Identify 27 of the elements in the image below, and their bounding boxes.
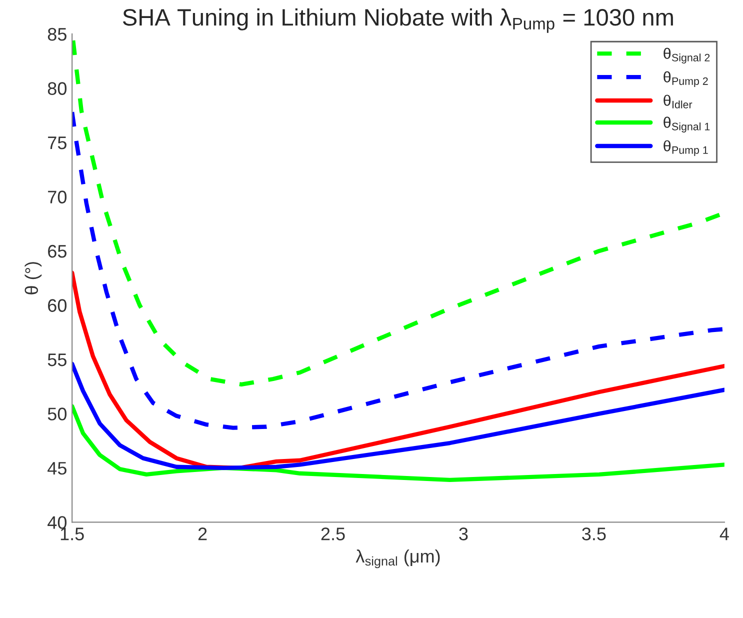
y-tick-label: 65 — [48, 244, 66, 258]
legend-label: θ$_{Pump 2}$ — [664, 71, 708, 88]
legend-label: θ$_{Signal 2}$ — [664, 48, 710, 64]
x-tick-label: 1.5 — [60, 528, 84, 540]
y-tick-label: 70 — [48, 190, 67, 204]
y-tick-label: 60 — [48, 299, 67, 312]
line-series — [72, 110, 724, 430]
y-tick-label: 40 — [48, 516, 67, 529]
x-tick-label: 2 — [198, 528, 207, 540]
x-tick-label: 3 — [459, 528, 468, 540]
legend-label: θ$_{Idler}$ — [664, 94, 692, 108]
x-axis-title: λ$_{signal}$ (μm) — [356, 549, 440, 568]
x-tick-label: 3.5 — [582, 528, 606, 540]
y-tick-label: 80 — [48, 82, 67, 95]
y-tick-label: 55 — [48, 354, 66, 366]
y-axis-title: θ (°) — [24, 262, 42, 294]
line-series — [72, 362, 724, 470]
y-tick-label: 50 — [48, 408, 67, 420]
legend-label: θ$_{Pump 1}$ — [664, 140, 708, 156]
y-tick-label: 75 — [48, 136, 66, 150]
x-tick-label: 2.5 — [321, 528, 345, 540]
legend-label: θ$_{Signal 1}$ — [664, 116, 710, 132]
line-series — [72, 404, 724, 482]
y-tick-label: 45 — [48, 462, 66, 475]
y-tick-label: 85 — [48, 28, 66, 41]
x-tick-label: 4 — [720, 528, 729, 540]
chart-title: SHA Tuning in Lithium Niobate with λ$_{Pump}$ = 1030 nm — [122, 8, 673, 33]
